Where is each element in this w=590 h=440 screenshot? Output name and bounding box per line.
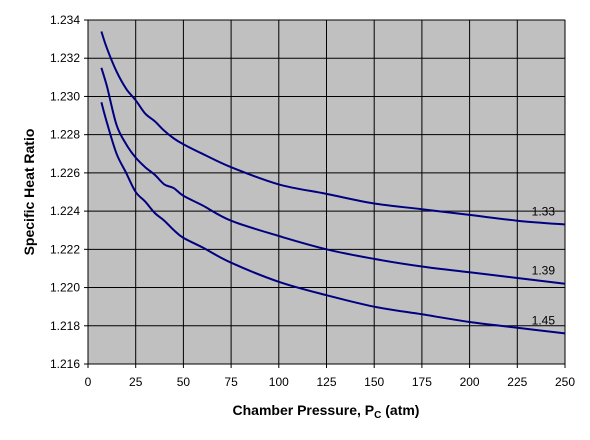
x-axis-title-suffix: (atm) — [381, 402, 419, 418]
y-tick-label: 1.232 — [50, 51, 80, 65]
x-tick-label: 100 — [269, 375, 289, 389]
y-tick-label: 1.216 — [50, 357, 80, 371]
y-tick-label: 1.226 — [50, 166, 80, 180]
series-line-1 — [100, 31, 566, 226]
series-layer — [100, 31, 566, 335]
y-axis: 1.216 1.218 1.220 1.222 1.224 1.226 1.228 1.230… — [50, 13, 89, 371]
series-label-1: 1.33 — [532, 204, 556, 218]
x-tick-label: 25 — [129, 375, 143, 389]
x-tick-label: 0 — [85, 375, 92, 389]
y-tick-label: 1.224 — [50, 204, 80, 218]
x-tick-label: 50 — [177, 375, 191, 389]
x-axis: 0 25 50 75 100 125 150 175 200 225 250 — [85, 363, 575, 389]
x-tick-label: 225 — [507, 375, 527, 389]
series-labels: 1.33 1.39 1.45 — [532, 204, 556, 327]
x-tick-label: 125 — [316, 375, 336, 389]
y-tick-label: 1.218 — [50, 319, 80, 333]
y-tick-label: 1.230 — [50, 89, 80, 103]
series-line-3 — [100, 101, 566, 335]
x-tick-label: 150 — [364, 375, 384, 389]
x-tick-label: 250 — [555, 375, 575, 389]
y-tick-label: 1.228 — [50, 128, 80, 142]
x-tick-label: 175 — [412, 375, 432, 389]
x-axis-title: Chamber Pressure, PC (atm) — [233, 402, 420, 421]
x-tick-label: 75 — [224, 375, 238, 389]
x-axis-title-subscript: C — [374, 410, 381, 421]
series-label-2: 1.39 — [532, 264, 556, 278]
x-axis-title-main: Chamber Pressure, P — [233, 402, 375, 418]
series-line-2 — [100, 67, 566, 285]
y-tick-label: 1.220 — [50, 281, 80, 295]
y-tick-label: 1.222 — [50, 242, 80, 256]
series-label-3: 1.45 — [532, 313, 556, 327]
y-axis-title: Specific Heat Ratio — [21, 129, 37, 256]
y-tick-label: 1.234 — [50, 13, 80, 27]
x-tick-label: 200 — [460, 375, 480, 389]
